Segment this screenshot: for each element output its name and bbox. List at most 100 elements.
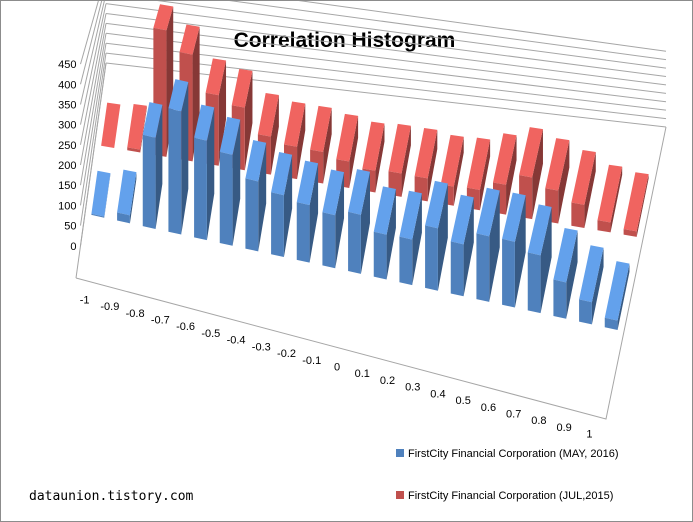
bar-may-2016-front xyxy=(425,225,438,291)
bar-jul-2015-side xyxy=(401,125,411,197)
bar-may-2016-top xyxy=(476,187,500,237)
bar-may-2016 xyxy=(373,186,396,280)
bar-may-2016 xyxy=(604,261,630,330)
bar-jul-2015-top xyxy=(623,172,649,232)
bar-may-2016 xyxy=(502,192,526,308)
bar-jul-2015-top xyxy=(179,24,200,55)
bar-may-2016-side xyxy=(489,190,500,302)
bar-jul-2015-top xyxy=(414,127,438,179)
bar-may-2016 xyxy=(194,104,215,241)
bar-jul-2015-side xyxy=(323,107,332,184)
bar-jul-2015-top xyxy=(336,113,359,162)
bar-may-2016-front xyxy=(219,151,233,246)
bar-jul-2015-side xyxy=(375,123,385,193)
bar-may-2016-side xyxy=(129,172,137,224)
x-tick-label: -0.5 xyxy=(201,328,220,340)
x-tick-label: 0.7 xyxy=(506,409,521,421)
x-tick-label: -0.9 xyxy=(100,301,119,313)
bar-may-2016-side xyxy=(360,171,370,274)
bar-may-2016 xyxy=(142,102,163,229)
bar-jul-2015 xyxy=(597,164,623,233)
bar-may-2016 xyxy=(245,140,267,252)
bar-may-2016-front xyxy=(604,317,618,330)
bar-may-2016-top xyxy=(142,102,163,138)
bar-jul-2015-top xyxy=(545,138,570,191)
side-gridline xyxy=(80,3,107,125)
bar-may-2016-side xyxy=(514,195,526,308)
bar-jul-2015-side xyxy=(218,60,227,166)
bar-may-2016-front xyxy=(168,108,182,235)
back-gridline xyxy=(229,1,667,61)
side-gridline xyxy=(80,23,107,166)
bar-may-2016 xyxy=(271,152,293,258)
bar-jul-2015-side xyxy=(610,166,623,233)
side-gridline xyxy=(80,1,105,105)
bar-jul-2015 xyxy=(623,172,649,237)
bar-may-2016 xyxy=(322,169,345,269)
bar-jul-2015-top xyxy=(257,93,279,137)
bar-may-2016-side xyxy=(463,197,474,297)
bar-may-2016-side xyxy=(412,193,422,286)
y-tick-label: 450 xyxy=(58,59,76,71)
bar-jul-2015-side xyxy=(270,94,279,175)
x-tick-label: -0.2 xyxy=(277,348,296,360)
y-tick-label: 0 xyxy=(70,241,76,253)
bar-jul-2015-top xyxy=(466,137,491,190)
bar-may-2016-front xyxy=(450,241,464,297)
x-tick-label: -0.3 xyxy=(252,341,271,353)
bar-jul-2015 xyxy=(388,123,411,197)
x-tick-label: 0 xyxy=(334,362,340,374)
bar-jul-2015-front xyxy=(623,229,637,237)
bar-may-2016-top xyxy=(219,116,241,155)
bar-may-2016-side xyxy=(540,206,552,314)
bar-may-2016-top xyxy=(373,186,396,235)
bar-jul-2015-front xyxy=(127,147,141,153)
bar-may-2016-top xyxy=(91,170,111,217)
bar-may-2016 xyxy=(219,116,241,246)
side-gridline xyxy=(80,33,107,186)
bar-may-2016-side xyxy=(283,154,293,258)
back-gridline xyxy=(105,3,667,78)
bar-jul-2015-side xyxy=(427,129,438,202)
bar-may-2016-front xyxy=(117,212,130,224)
bar-may-2016-front xyxy=(553,279,567,319)
bar-may-2016-top xyxy=(604,261,630,321)
side-gridline xyxy=(80,43,107,206)
bar-may-2016-front xyxy=(399,236,413,286)
bar-jul-2015-top xyxy=(388,123,411,174)
bar-jul-2015-top xyxy=(231,68,253,108)
bar-jul-2015-top xyxy=(362,121,385,171)
bar-may-2016-side xyxy=(258,142,267,252)
bar-jul-2015-front xyxy=(597,220,611,233)
bar-jul-2015-top xyxy=(571,150,596,205)
y-tick-label: 350 xyxy=(58,99,76,111)
y-tick-label: 250 xyxy=(58,140,76,152)
bar-jul-2015-top xyxy=(101,102,121,149)
side-gridline xyxy=(80,1,103,85)
bar-may-2016 xyxy=(117,169,137,224)
bar-may-2016 xyxy=(527,204,552,314)
bar-may-2016-front xyxy=(194,137,207,241)
bar-jul-2015-top xyxy=(597,164,623,223)
floor-edge xyxy=(75,62,107,279)
side-gridline xyxy=(80,1,99,65)
bar-jul-2015-top xyxy=(153,4,174,31)
bar-may-2016-side xyxy=(437,183,448,291)
bar-may-2016 xyxy=(553,227,578,319)
bar-may-2016-top xyxy=(399,190,422,240)
bar-may-2016-side xyxy=(309,163,319,263)
x-tick-label: -0.6 xyxy=(176,321,195,333)
bar-jul-2015-side xyxy=(192,26,200,162)
bar-may-2016-front xyxy=(271,192,284,258)
bar-may-2016-side xyxy=(181,82,189,235)
bar-jul-2015-side xyxy=(479,139,491,211)
bar-jul-2015-top xyxy=(310,105,332,153)
bar-may-2016 xyxy=(399,190,422,286)
bar-may-2016-front xyxy=(322,212,336,269)
bar-may-2016-top xyxy=(296,160,319,206)
x-tick-label: -1 xyxy=(80,294,90,306)
floor-edge xyxy=(75,126,667,420)
bar-may-2016 xyxy=(476,187,500,302)
